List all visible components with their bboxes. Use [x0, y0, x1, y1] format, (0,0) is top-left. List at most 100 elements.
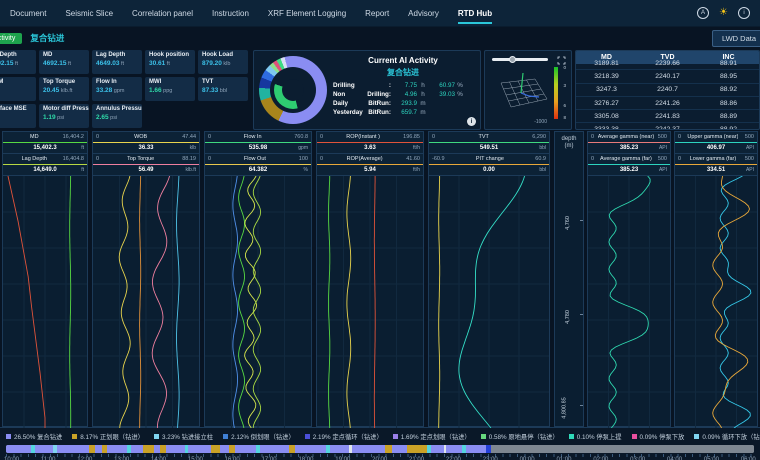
- nav-item-seismic-slice[interactable]: Seismic Slice: [65, 8, 114, 18]
- zoom-slider[interactable]: [492, 56, 548, 63]
- legend-swatch: [304, 434, 310, 439]
- legend-text: 26.50% 复合钻进: [14, 434, 63, 441]
- legend-item-1-69[interactable]: 1.69% 定点划眼（钻进）: [392, 432, 471, 441]
- activity-legend: 26.50% 复合钻进 8.17% 正划眼（钻进） 3.23% 钻进接立柱 2.12%…: [0, 429, 760, 444]
- time-label: 17:00: [261, 457, 277, 460]
- kpi-label: Flow In: [96, 79, 117, 85]
- curve-value: 36.33: [138, 145, 154, 151]
- kpi-empty: [145, 104, 195, 128]
- kpi-value: 2.65 psi: [96, 114, 138, 121]
- legend-item-0-09[interactable]: 0.09% 停泵下放: [631, 432, 684, 441]
- survey-col-inc[interactable]: INC: [722, 54, 735, 61]
- ai-activity-title: Current AI Activity: [368, 56, 438, 65]
- track-value-row-rop-average: 5.94 ft/h: [317, 165, 423, 176]
- kpi-value-number: 33.28: [96, 87, 113, 94]
- lwd-data-button[interactable]: LWD Data: [711, 29, 760, 47]
- log-track-t1: MD 16,404.2 15,402.3 ft Lag Depth 16,404.8 14,…: [2, 131, 88, 429]
- survey-col-tvd[interactable]: TVD: [660, 54, 675, 61]
- ribbon-segment: [53, 445, 57, 453]
- track-scale-row-md: MD 16,404.2: [3, 132, 87, 143]
- nav-item-xrf-element-logging[interactable]: XRF Element Logging: [267, 8, 347, 18]
- slider-handle[interactable]: [508, 56, 516, 63]
- curve-value: 14,649.0: [33, 167, 57, 173]
- legend-swatch: [568, 434, 574, 439]
- survey-cell: 3247.3: [596, 86, 617, 94]
- survey-cell: 3189.81: [594, 59, 619, 67]
- time-label: 21:00: [409, 457, 425, 460]
- ai-row-unit: m: [420, 100, 426, 107]
- ribbon-segment: [6, 445, 32, 453]
- curve-unit: API: [745, 145, 754, 151]
- track-plot-t3: [205, 175, 311, 429]
- scale-max: 16,404.8: [62, 156, 84, 162]
- legend-item-2-12[interactable]: 2.12% 倒划眼（钻进）: [223, 432, 295, 441]
- ribbon-segment: [142, 445, 155, 453]
- kpi-value-unit: ppg: [161, 88, 173, 94]
- sub-toolbar: AI Activity 复合钻进 LWD Data: [0, 27, 760, 49]
- curve-unit: ft: [81, 167, 84, 173]
- brightness-icon[interactable]: ☀: [719, 7, 728, 18]
- kpi-card-mwi: MWI 1.66 ppg: [145, 77, 195, 101]
- top-nav: Document Seismic Slice Correlation panel In…: [0, 0, 760, 27]
- ai-row-percent-unit: %: [457, 91, 463, 98]
- curve-unit: bbl: [539, 167, 546, 173]
- help-icon[interactable]: i: [738, 7, 750, 19]
- ribbon-segment: [406, 445, 427, 453]
- depth-tick-mark: [580, 314, 583, 316]
- track-value-row-upper-gamma-near: 406.97 API: [675, 143, 757, 154]
- nav-item-report[interactable]: Report: [365, 8, 390, 18]
- colorbar-tick: 8: [563, 115, 566, 120]
- survey-cell: 2240.7: [657, 86, 678, 94]
- time-label: 19:00: [335, 457, 351, 460]
- kpi-value-unit: klb: [221, 61, 231, 67]
- legend-swatch: [694, 434, 700, 439]
- curve-label: TVT: [478, 134, 489, 140]
- activity-tab-badge[interactable]: AI Activity: [0, 32, 23, 44]
- legend-text: 8.17% 正划眼（钻进）: [80, 434, 144, 441]
- ai-activity-panel: Current AI Activity 复合钻进 Drilling: 7.75 h 6…: [253, 50, 481, 130]
- fullscreen-icon[interactable]: [557, 56, 566, 65]
- time-label: 02:00: [593, 457, 609, 460]
- track-value-row-lower-gamma-far: 334.51 API: [675, 165, 757, 176]
- kpi-card-bit-depth: Bit Depth 4692.15 ft: [0, 50, 36, 74]
- curve-value: 549.51: [479, 145, 499, 151]
- legend-item-0-09[interactable]: 0.09% 循环下放（钻进）: [694, 432, 760, 441]
- ribbon-segment: [256, 445, 260, 453]
- nav-item-rtd-hub[interactable]: RTD Hub: [457, 0, 493, 26]
- curve-label: ROP(Average): [346, 156, 383, 162]
- curve-unit: ft/h: [413, 145, 420, 151]
- ribbon-segment: [106, 445, 127, 453]
- legend-item-8-17[interactable]: 8.17% 正划眼（钻进）: [72, 432, 144, 441]
- survey-cell: 88.95: [719, 72, 737, 80]
- nav-item-document[interactable]: Document: [10, 8, 47, 18]
- legend-item-0-10[interactable]: 0.10% 停泵上提: [568, 432, 622, 441]
- track-scale-row-average-gamma-far: 0 Average gamma (far) 500: [588, 154, 670, 165]
- activity-donut-chart: [259, 56, 327, 124]
- nav-item-instruction[interactable]: Instruction: [211, 8, 249, 18]
- time-label: 15:00: [187, 457, 203, 460]
- kpi-value-number: 2.65: [96, 114, 109, 121]
- track-scale-row-flow-in: 0 Flow In 760.8: [205, 132, 311, 143]
- track-plot-t4: [317, 175, 423, 429]
- legend-item-3-23[interactable]: 3.23% 钻进接立柱: [153, 432, 213, 441]
- ribbon-segment: [56, 445, 90, 453]
- kpi-value: 30.61 ft: [149, 60, 191, 67]
- nav-item-advisory[interactable]: Advisory: [408, 8, 439, 18]
- legend-item-0-58[interactable]: 0.58% 原地悬停（钻进）: [480, 432, 559, 441]
- legend-item-2-19[interactable]: 2.19% 定点循环（钻进）: [304, 432, 383, 441]
- track-scale-row-lower-gamma-far: 0 Lower gamma (far) 500: [675, 154, 757, 165]
- track-scale-row-rop-instant: 0 ROP(Instant ) 196.85: [317, 132, 423, 143]
- time-label: 03:00: [630, 457, 646, 460]
- nav-item-correlation-panel[interactable]: Correlation panel: [132, 8, 193, 18]
- ribbon-segment: [430, 445, 444, 453]
- kpi-card-tvt: TVT 87.33 bbl: [198, 77, 248, 101]
- info-icon[interactable]: i: [467, 117, 476, 126]
- survey-col-md[interactable]: MD: [601, 54, 612, 61]
- wellpath-3d-view[interactable]: [493, 69, 549, 113]
- kpi-value: 879.20 klb: [202, 60, 244, 67]
- language-icon[interactable]: A: [697, 7, 710, 19]
- curve-value: 535.98: [248, 145, 268, 151]
- depth-tick-label: 4,800.85: [561, 397, 568, 420]
- legend-item-26-50[interactable]: 26.50% 复合钻进: [6, 432, 62, 441]
